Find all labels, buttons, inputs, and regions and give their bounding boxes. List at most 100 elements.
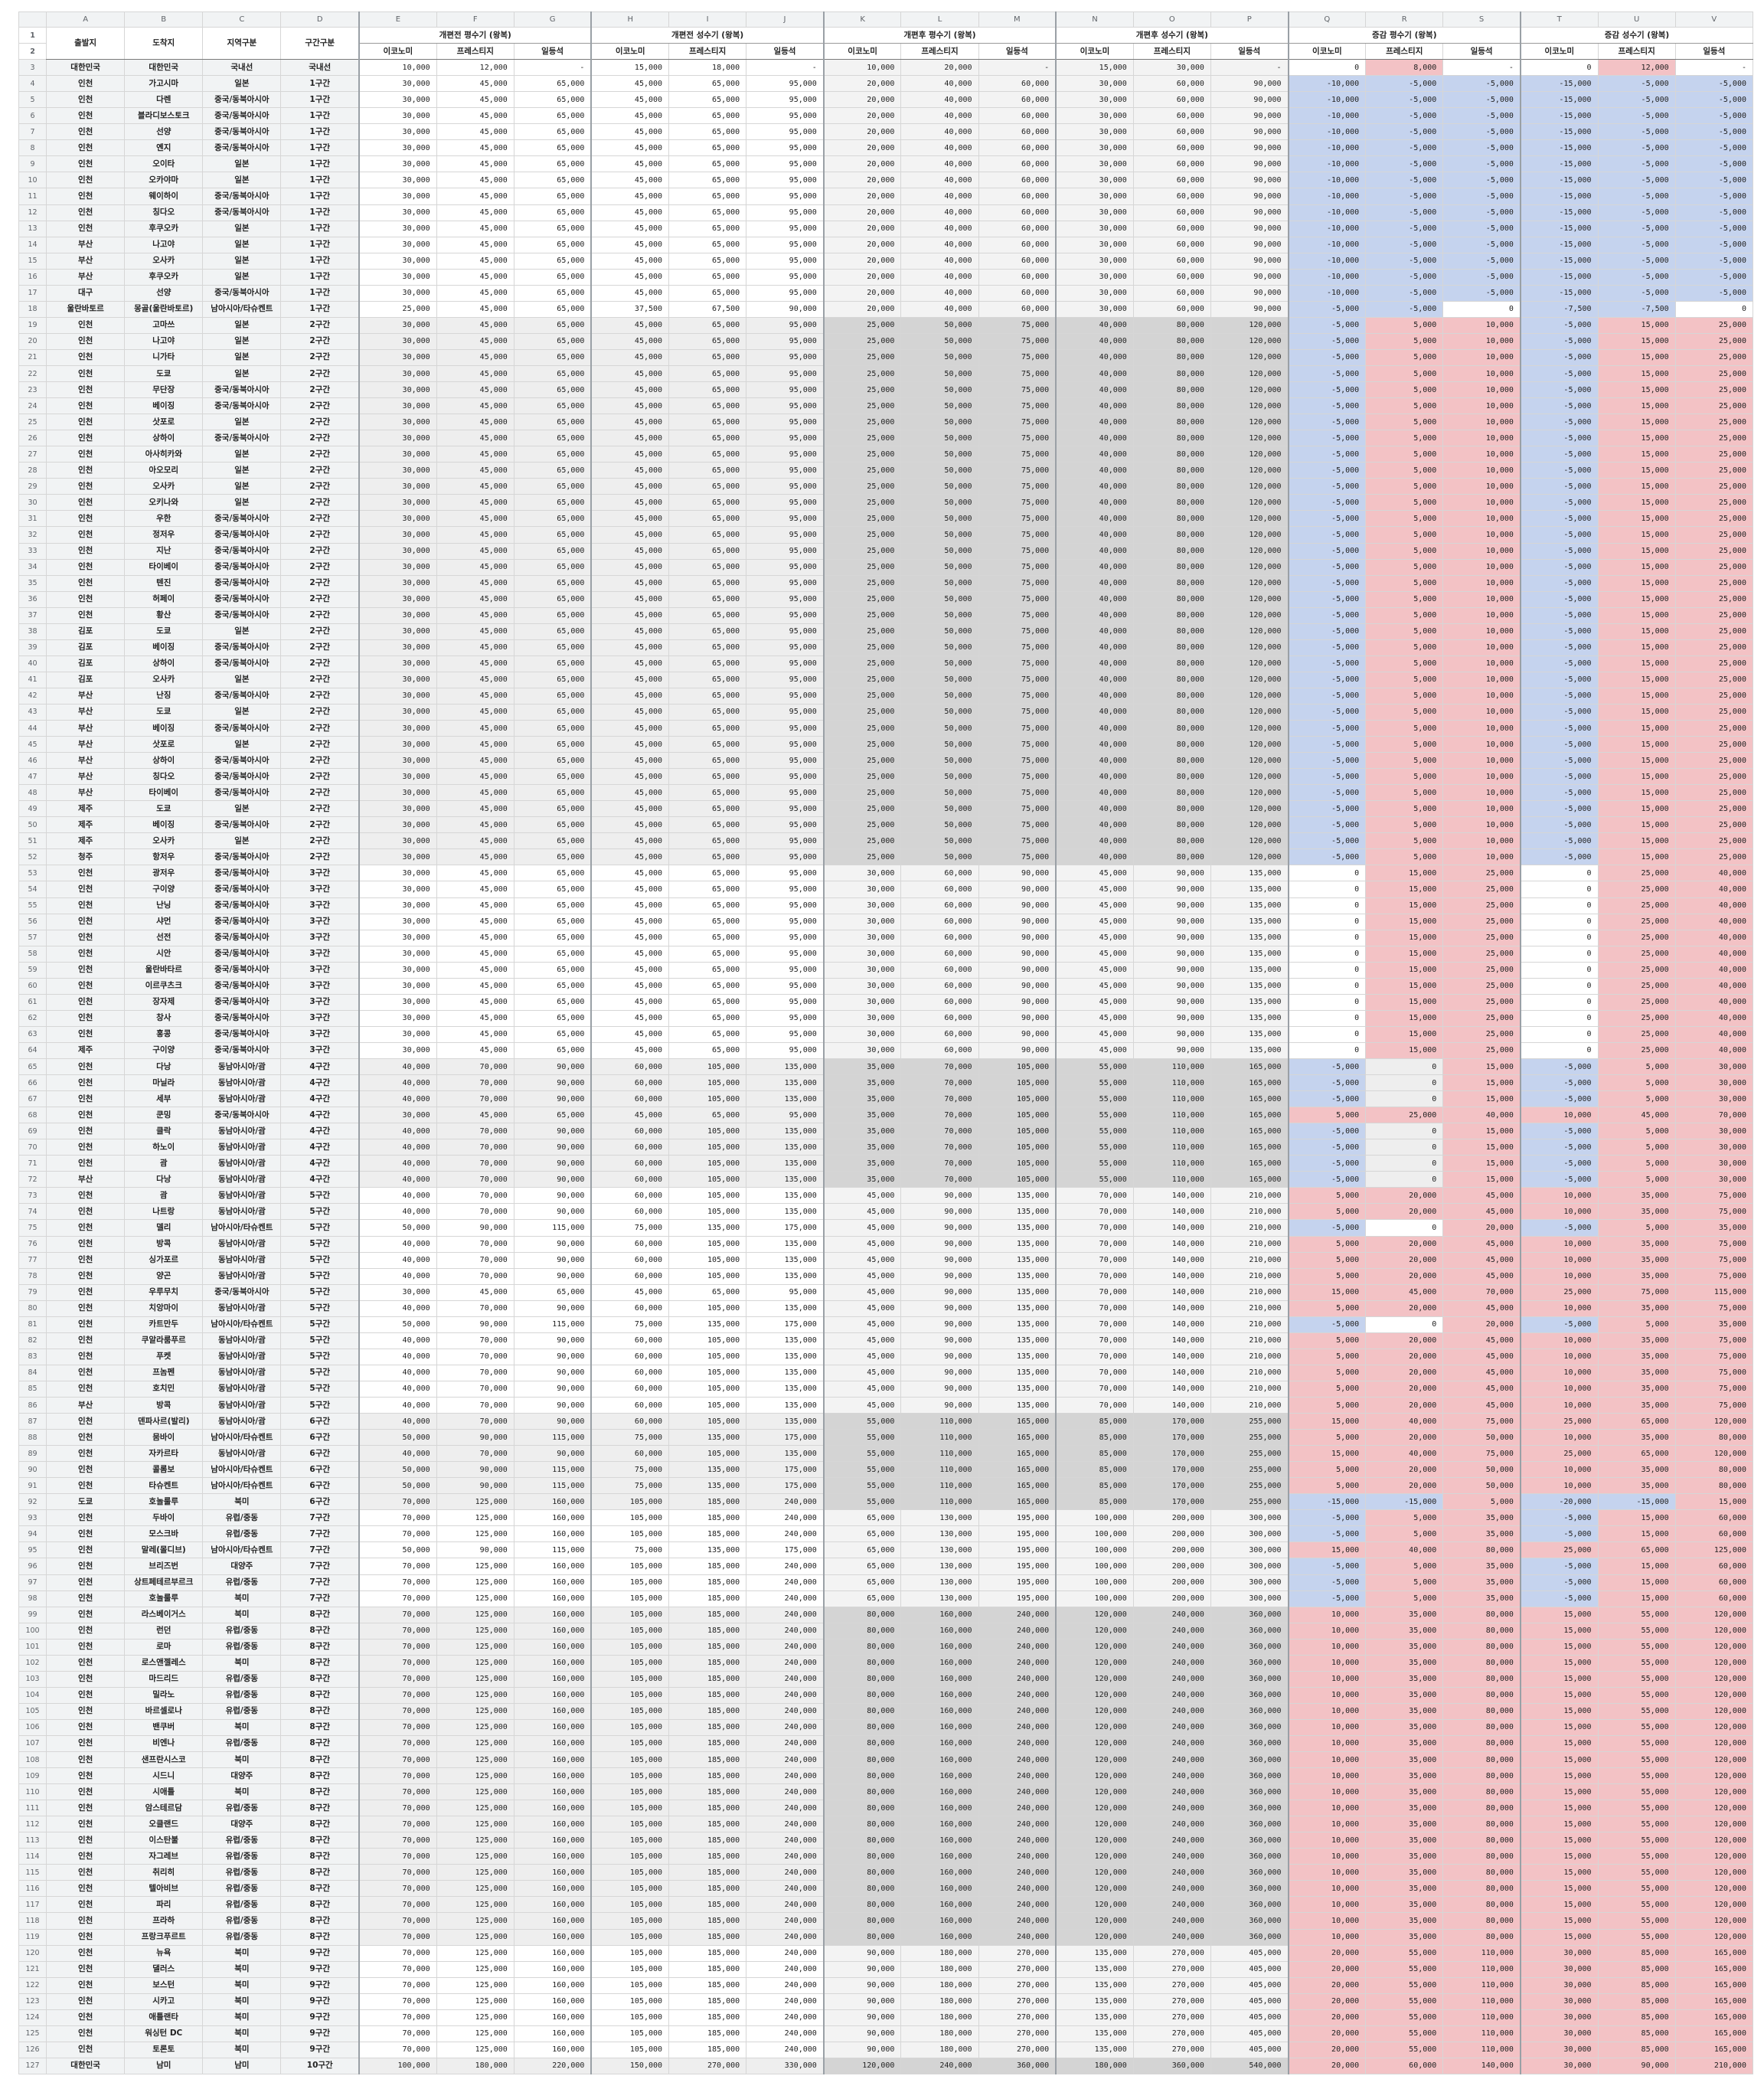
row-number[interactable]: 100 <box>19 1623 47 1639</box>
row-number[interactable]: 63 <box>19 1026 47 1042</box>
column-header[interactable]: M <box>978 12 1056 28</box>
column-header[interactable]: C <box>203 12 281 28</box>
row-number[interactable]: 115 <box>19 1865 47 1881</box>
row-number[interactable]: 118 <box>19 1913 47 1929</box>
row-number[interactable]: 22 <box>19 365 47 381</box>
row-number[interactable]: 41 <box>19 672 47 688</box>
row-number[interactable]: 69 <box>19 1123 47 1139</box>
row-number[interactable]: 54 <box>19 881 47 897</box>
row-number[interactable]: 88 <box>19 1430 47 1446</box>
row-number[interactable]: 48 <box>19 785 47 801</box>
row-number[interactable]: 24 <box>19 398 47 414</box>
row-number[interactable]: 29 <box>19 479 47 495</box>
row-number[interactable]: 70 <box>19 1139 47 1156</box>
row-number[interactable]: 21 <box>19 349 47 365</box>
row-number[interactable]: 98 <box>19 1590 47 1607</box>
column-header[interactable]: Q <box>1289 12 1366 28</box>
row-number[interactable]: 51 <box>19 833 47 849</box>
row-number[interactable]: 8 <box>19 140 47 156</box>
select-all-corner[interactable] <box>19 12 47 28</box>
row-number[interactable]: 32 <box>19 527 47 543</box>
row-number[interactable]: 15 <box>19 253 47 269</box>
row-number[interactable]: 106 <box>19 1719 47 1735</box>
row-number[interactable]: 10 <box>19 172 47 188</box>
row-number[interactable]: 77 <box>19 1252 47 1268</box>
row-number[interactable]: 94 <box>19 1526 47 1542</box>
row-number[interactable]: 39 <box>19 639 47 655</box>
column-header[interactable]: H <box>591 12 668 28</box>
row-number[interactable]: 42 <box>19 688 47 704</box>
row-number[interactable]: 14 <box>19 237 47 253</box>
row-number[interactable]: 120 <box>19 1945 47 1961</box>
row-number[interactable]: 104 <box>19 1687 47 1703</box>
row-number[interactable]: 2 <box>19 44 47 60</box>
row-number[interactable]: 101 <box>19 1639 47 1655</box>
row-number[interactable]: 76 <box>19 1236 47 1252</box>
column-header[interactable]: U <box>1598 12 1675 28</box>
row-number[interactable]: 49 <box>19 801 47 817</box>
row-number[interactable]: 72 <box>19 1172 47 1188</box>
column-header[interactable]: S <box>1443 12 1521 28</box>
row-number[interactable]: 58 <box>19 946 47 962</box>
row-number[interactable]: 96 <box>19 1558 47 1574</box>
row-number[interactable]: 26 <box>19 430 47 446</box>
row-number[interactable]: 50 <box>19 817 47 833</box>
row-number[interactable]: 121 <box>19 1961 47 1977</box>
row-number[interactable]: 71 <box>19 1156 47 1172</box>
row-number[interactable]: 46 <box>19 753 47 769</box>
row-number[interactable]: 73 <box>19 1188 47 1204</box>
column-header[interactable]: P <box>1210 12 1288 28</box>
column-header[interactable]: F <box>436 12 514 28</box>
row-number[interactable]: 119 <box>19 1929 47 1945</box>
row-number[interactable]: 89 <box>19 1446 47 1462</box>
row-number[interactable]: 52 <box>19 849 47 865</box>
row-number[interactable]: 20 <box>19 333 47 349</box>
row-number[interactable]: 116 <box>19 1881 47 1897</box>
row-number[interactable]: 55 <box>19 897 47 914</box>
row-number[interactable]: 83 <box>19 1349 47 1365</box>
row-number[interactable]: 45 <box>19 737 47 753</box>
row-number[interactable]: 4 <box>19 76 47 92</box>
row-number[interactable]: 93 <box>19 1510 47 1526</box>
row-number[interactable]: 18 <box>19 301 47 317</box>
row-number[interactable]: 27 <box>19 446 47 463</box>
column-header[interactable]: I <box>669 12 746 28</box>
row-number[interactable]: 102 <box>19 1655 47 1671</box>
row-number[interactable]: 66 <box>19 1075 47 1091</box>
row-number[interactable]: 56 <box>19 914 47 930</box>
row-number[interactable]: 85 <box>19 1381 47 1397</box>
row-number[interactable]: 74 <box>19 1204 47 1220</box>
row-number[interactable]: 11 <box>19 188 47 204</box>
row-number[interactable]: 112 <box>19 1816 47 1832</box>
row-number[interactable]: 110 <box>19 1784 47 1800</box>
row-number[interactable]: 33 <box>19 543 47 559</box>
row-number[interactable]: 7 <box>19 124 47 140</box>
row-number[interactable]: 105 <box>19 1703 47 1719</box>
row-number[interactable]: 80 <box>19 1300 47 1316</box>
row-number[interactable]: 108 <box>19 1752 47 1768</box>
row-number[interactable]: 114 <box>19 1849 47 1865</box>
column-header[interactable]: T <box>1521 12 1598 28</box>
row-number[interactable]: 86 <box>19 1397 47 1413</box>
row-number[interactable]: 125 <box>19 2025 47 2042</box>
row-number[interactable]: 95 <box>19 1542 47 1558</box>
row-number[interactable]: 68 <box>19 1107 47 1123</box>
row-number[interactable]: 9 <box>19 156 47 172</box>
row-number[interactable]: 122 <box>19 1977 47 1993</box>
row-number[interactable]: 13 <box>19 221 47 237</box>
row-number[interactable]: 34 <box>19 559 47 575</box>
row-number[interactable]: 92 <box>19 1494 47 1510</box>
row-number[interactable]: 28 <box>19 463 47 479</box>
row-number[interactable]: 75 <box>19 1220 47 1236</box>
column-header[interactable]: K <box>824 12 901 28</box>
column-header[interactable]: R <box>1366 12 1443 28</box>
row-number[interactable]: 79 <box>19 1284 47 1300</box>
row-number[interactable]: 117 <box>19 1897 47 1913</box>
row-number[interactable]: 62 <box>19 1010 47 1026</box>
row-number[interactable]: 91 <box>19 1478 47 1494</box>
row-number[interactable]: 17 <box>19 285 47 301</box>
row-number[interactable]: 3 <box>19 60 47 76</box>
column-header[interactable]: L <box>901 12 978 28</box>
row-number[interactable]: 109 <box>19 1768 47 1784</box>
row-number[interactable]: 123 <box>19 1993 47 2009</box>
